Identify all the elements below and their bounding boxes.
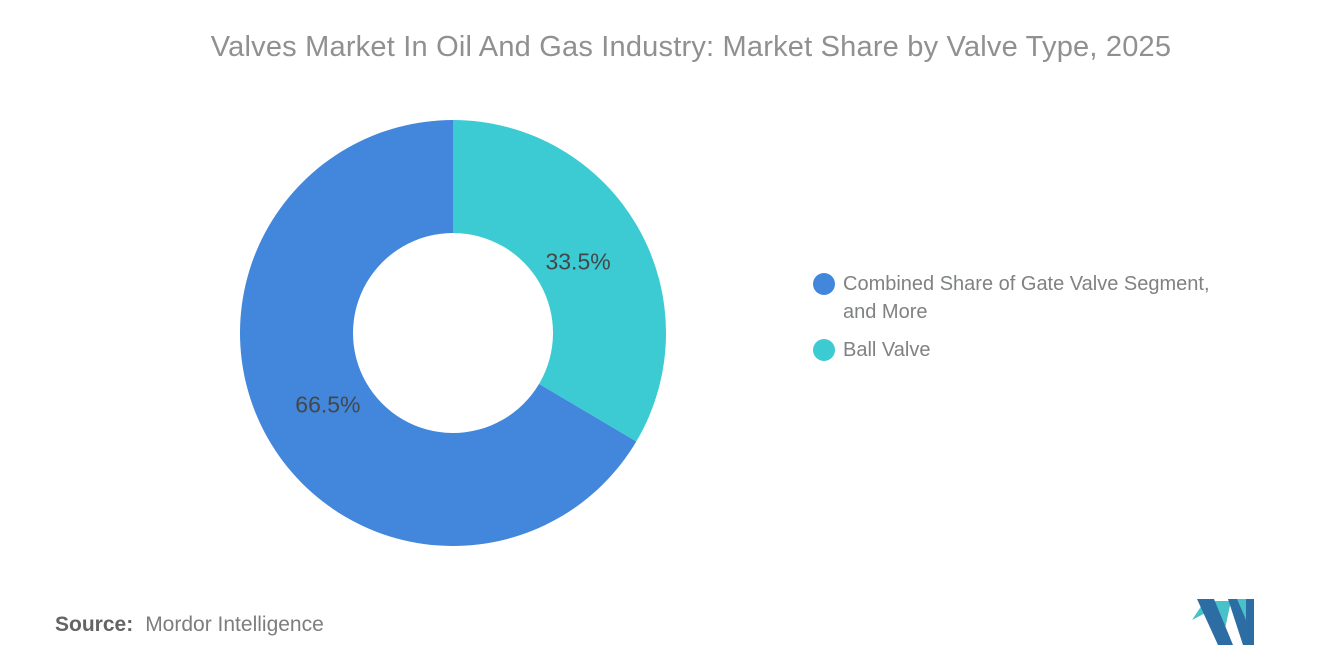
legend-label-gate-valve: Combined Share of Gate Valve Segment, an… [843, 273, 1210, 323]
slice-value-label-ball-valve: 33.5% [545, 249, 610, 275]
donut-chart: 66.5% 33.5% [240, 120, 666, 546]
legend-label-ball-valve: Ball Valve [843, 339, 931, 361]
legend-marker-gate-valve-icon [813, 273, 835, 295]
legend-item-ball-valve[interactable]: Ball Valve [813, 336, 1223, 364]
mordor-intelligence-logo [1192, 599, 1254, 645]
source-value: Mordor Intelligence [145, 613, 324, 636]
legend-item-gate-valve[interactable]: Combined Share of Gate Valve Segment, an… [813, 270, 1223, 326]
donut-slice-1[interactable] [240, 120, 637, 546]
legend-marker-ball-valve-icon [813, 339, 835, 361]
slice-value-label-gate-valve: 66.5% [295, 391, 360, 417]
source-label: Source: [55, 613, 134, 636]
legend: Combined Share of Gate Valve Segment, an… [813, 270, 1223, 364]
donut-slice-2[interactable] [453, 120, 666, 442]
source-row: Source: Mordor Intelligence [55, 613, 324, 637]
chart-title: Valves Market In Oil And Gas Industry: M… [210, 31, 1172, 63]
